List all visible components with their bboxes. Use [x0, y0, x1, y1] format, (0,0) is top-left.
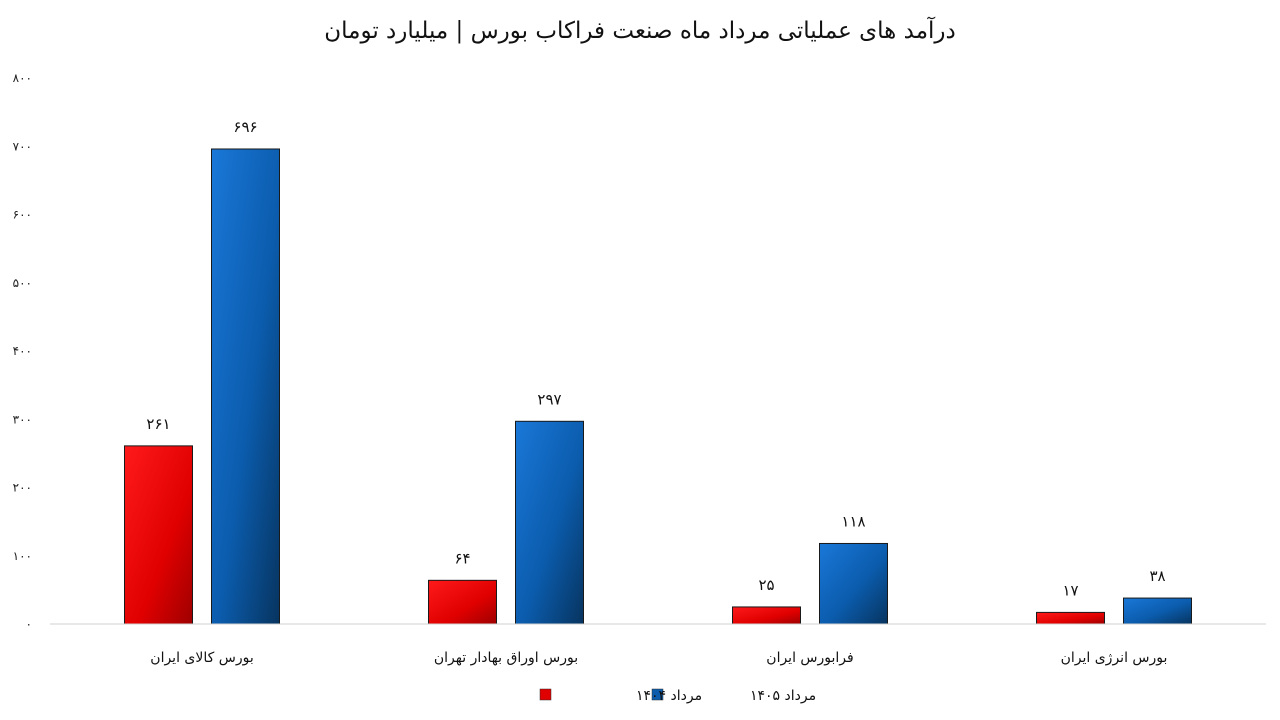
y-tick-label: ۲۰۰	[13, 481, 32, 495]
bar-series-2-category-2	[515, 420, 584, 625]
data-label: ۱۷	[1062, 581, 1078, 599]
y-axis: ۰ ۱۰۰ ۲۰۰ ۳۰۰ ۴۰۰ ۵۰۰ ۶۰۰ ۷۰۰ ۸۰۰	[13, 71, 32, 631]
x-axis: بورس کالای ایران بورس اوراق بهادار تهران ف…	[50, 623, 1266, 666]
bars	[124, 148, 1192, 625]
bar-series-1-category-4	[1036, 611, 1105, 625]
category-label: بورس کالای ایران	[150, 650, 253, 666]
y-tick-label: ۷۰۰	[13, 139, 32, 153]
bar-series-2-category-1	[211, 148, 280, 625]
y-tick-label: ۸۰۰	[13, 71, 32, 85]
legend-swatch	[539, 688, 552, 701]
bar-series-2-category-3	[819, 542, 888, 625]
bar-series-1-category-2	[428, 579, 497, 625]
y-tick-label: ۴۰۰	[13, 344, 32, 358]
data-label: ۲۶۱	[146, 415, 170, 433]
data-label: ۶۴	[454, 549, 470, 567]
y-tick-label: ۵۰۰	[13, 276, 32, 290]
bar-series-1-category-3	[732, 606, 801, 625]
chart-title: درآمد های عملیاتی مرداد ماه صنعت فراکاب …	[324, 18, 956, 44]
category-label: فرابورس ایران	[766, 650, 853, 666]
bar-series-2-category-4	[1123, 597, 1192, 625]
y-tick-label: ۶۰۰	[13, 208, 32, 222]
legend-label: مرداد ۱۴۰۴	[636, 688, 702, 704]
data-label: ۲۵	[758, 576, 774, 594]
data-label: ۶۹۶	[233, 118, 257, 136]
data-labels: ۲۶۱ ۶۹۶ ۶۴ ۲۹۷ ۲۵ ۱۱۸ ۱۷ ۳۸	[146, 118, 1165, 599]
y-tick-label: ۰	[26, 617, 32, 631]
category-label: بورس اوراق بهادار تهران	[434, 650, 578, 666]
data-label: ۲۹۷	[537, 390, 561, 408]
bar-series-1-category-1	[124, 445, 193, 625]
legend: مرداد ۱۴۰۵ مرداد ۱۴۰۴	[539, 688, 816, 704]
legend-label: مرداد ۱۴۰۵	[750, 688, 816, 704]
legend-swatch	[651, 688, 664, 701]
data-label: ۱۱۸	[841, 512, 865, 530]
y-tick-label: ۱۰۰	[13, 549, 32, 563]
data-label: ۳۸	[1149, 567, 1165, 585]
category-label: بورس انرژی ایران	[1061, 650, 1168, 666]
y-tick-label: ۳۰۰	[13, 412, 32, 426]
